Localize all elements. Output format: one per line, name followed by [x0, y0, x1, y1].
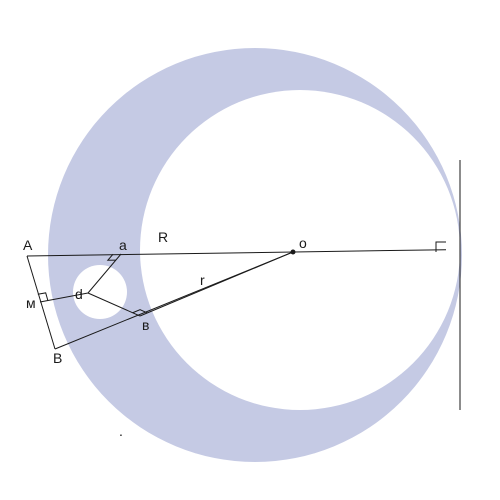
label-point-M: м [26, 295, 36, 311]
label-point-B: B [53, 350, 62, 366]
point-dot-O [291, 250, 296, 255]
free-label-dot: . [119, 423, 123, 439]
label-point-A: A [23, 237, 33, 253]
free-label-r: r [200, 272, 205, 288]
free-label-R: R [158, 229, 168, 245]
label-point-d: d [75, 286, 83, 302]
label-point-b: в [142, 317, 149, 333]
label-point-O: o [299, 235, 307, 251]
label-point-a: a [119, 237, 127, 253]
